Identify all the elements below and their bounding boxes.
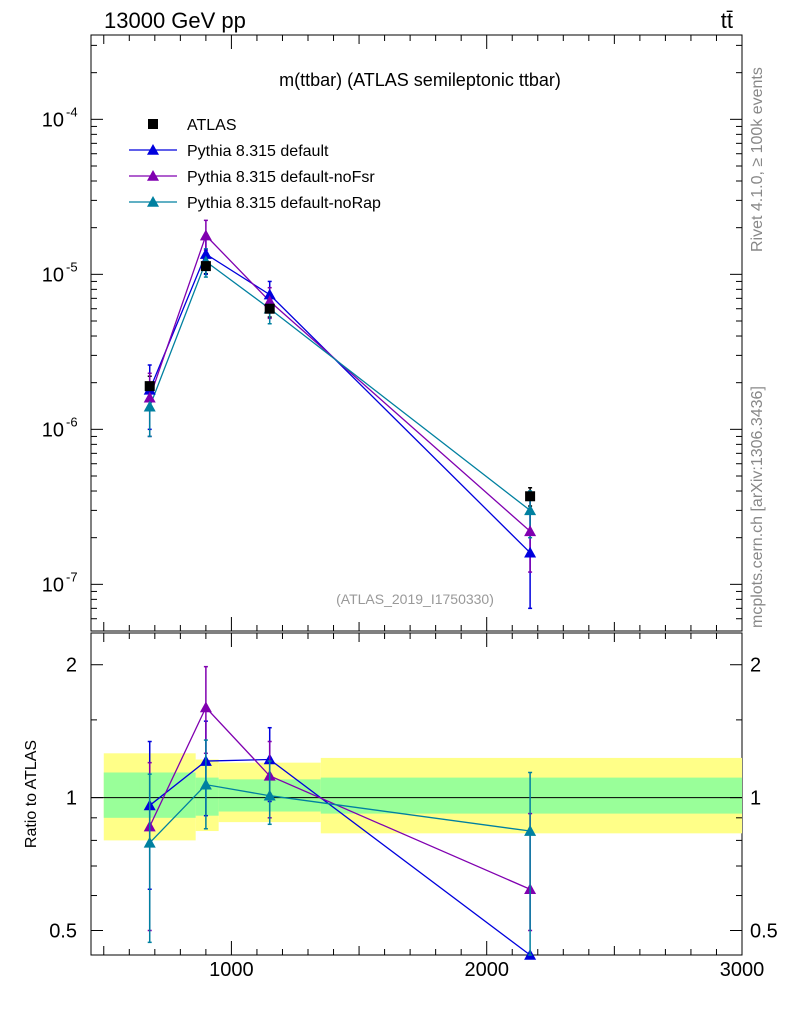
ratio-point-s2-p3 — [524, 825, 537, 836]
main-line-series-2 — [149, 234, 531, 532]
main-point-s1-p2 — [263, 288, 276, 300]
main-point-s1-p1 — [199, 248, 212, 259]
main-ytick-label-1: 10 — [42, 419, 64, 441]
main-point-s3-p0 — [143, 400, 156, 412]
ratio-ytick-label-2: 2 — [66, 655, 77, 677]
main-point-s0-p1 — [200, 261, 211, 272]
main-point-s3-p3 — [524, 504, 537, 516]
ratio-ytick-label-right-1: 1 — [750, 788, 761, 810]
rivet-label: Rivet 4.1.0, ≥ 100k events — [749, 67, 766, 252]
ratio-ylabel: Ratio to ATLAS — [23, 740, 40, 848]
main-point-s1-p3 — [524, 546, 537, 558]
ratio-point-s2-p1 — [199, 778, 212, 790]
ratio-xtick-label-1: 2000 — [464, 959, 509, 981]
ratio-line-series-0 — [149, 758, 531, 956]
mcplots-label: mcplots.cern.ch [arXiv:1306.3436] — [749, 386, 766, 628]
main-point-s0-p0 — [144, 381, 155, 392]
ratio-point-s2-p0 — [143, 836, 156, 848]
main-axes: 10-710-610-510-4 — [42, 35, 743, 632]
main-point-s0-p3 — [525, 491, 536, 502]
legend-label-0: ATLAS — [187, 117, 237, 134]
process-label: tt̄ — [721, 8, 733, 33]
ratio-series — [143, 665, 537, 960]
main-ytick-exp-2: -5 — [66, 259, 78, 274]
ratio-ytick-label-1: 1 — [66, 788, 77, 810]
ratio-axes: 0.5 0.5 1 1 2 2 1000 2000 3000 — [49, 633, 778, 981]
ratio-ytick-label-0: 0.5 — [49, 920, 77, 942]
main-ytick-exp-0: -7 — [66, 569, 78, 584]
legend-label-1: Pythia 8.315 default — [187, 143, 329, 160]
legend-marker-3 — [147, 196, 159, 207]
analysis-watermark: (ATLAS_2019_I1750330) — [336, 591, 494, 607]
main-point-s2-p1 — [199, 229, 212, 241]
energy-label: 13000 GeV pp — [104, 8, 246, 33]
main-point-s2-p2 — [263, 295, 276, 307]
legend-marker-2 — [147, 170, 159, 181]
main-line-series-1 — [149, 253, 531, 554]
ratio-ytick-label-right-0: 0.5 — [750, 920, 778, 942]
legend: ATLAS Pythia 8.315 default Pythia 8.315 de… — [129, 117, 381, 212]
main-point-s0-p2 — [264, 303, 275, 314]
legend-label-2: Pythia 8.315 default-noFsr — [187, 169, 375, 186]
main-plot-frame — [90, 34, 743, 632]
legend-label-3: Pythia 8.315 default-noRap — [187, 195, 381, 212]
ratio-band-inner-0 — [103, 772, 140, 818]
ratio-ytick-label-right-2: 2 — [750, 655, 761, 677]
chart-title: m(ttbar) (ATLAS semileptonic ttbar) — [279, 70, 561, 90]
ratio-point-s1-p1 — [199, 701, 212, 713]
ratio-band-inner-4 — [320, 777, 742, 814]
ratio-xtick-label-2: 3000 — [720, 959, 765, 981]
main-point-s2-p3 — [524, 525, 537, 537]
legend-marker-0 — [148, 119, 158, 129]
main-series — [143, 219, 537, 610]
main-ytick-exp-3: -4 — [66, 104, 78, 119]
main-ytick-label-3: 10 — [42, 109, 64, 131]
ratio-line-series-2 — [149, 783, 531, 844]
main-ytick-label-0: 10 — [42, 574, 64, 596]
legend-marker-1 — [147, 144, 159, 155]
main-ytick-label-2: 10 — [42, 264, 64, 286]
ratio-xtick-label-0: 1000 — [209, 959, 254, 981]
ratio-band-inner-1 — [139, 772, 196, 818]
main-ytick-exp-1: -6 — [66, 414, 78, 429]
ratio-line-series-1 — [149, 706, 531, 890]
main-point-s2-p0 — [143, 391, 156, 403]
main-line-series-3 — [149, 260, 531, 511]
ratio-point-s2-p2 — [263, 789, 276, 801]
